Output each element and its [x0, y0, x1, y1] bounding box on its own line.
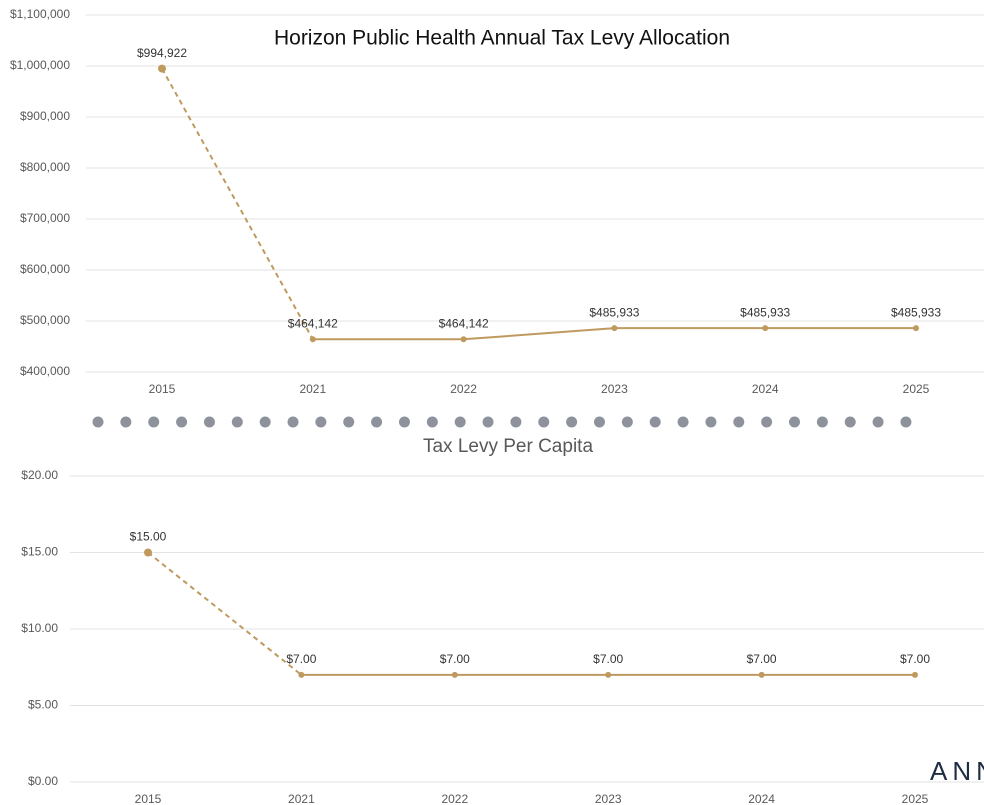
data-label: $7.00 [286, 652, 316, 666]
separator-dot [733, 416, 745, 428]
separator-dot [315, 416, 327, 428]
separator [92, 416, 912, 428]
chart-title: Tax Levy Per Capita [423, 436, 593, 457]
chart-title: Horizon Public Health Annual Tax Levy Al… [274, 27, 730, 50]
separator-dot [789, 416, 800, 428]
separator-dot [761, 416, 773, 428]
separator-dot [148, 416, 160, 428]
x-tick-label: 2022 [441, 792, 468, 805]
data-point [309, 336, 316, 343]
separator-dot [203, 416, 215, 428]
data-point [605, 671, 612, 678]
data-label: $994,922 [137, 46, 187, 60]
separator-dot [677, 416, 689, 428]
separator-dot [593, 416, 605, 428]
data-label: $464,142 [439, 316, 489, 330]
data-point [913, 325, 919, 332]
separator-dot [259, 416, 271, 428]
data-label: $7.00 [440, 652, 470, 666]
data-label: $15.00 [130, 530, 167, 544]
y-tick-label: $900,000 [20, 109, 70, 123]
separator-dot [398, 416, 410, 428]
y-tick-label: $400,000 [20, 364, 70, 378]
x-tick-label: 2022 [450, 382, 477, 396]
x-tick-label: 2021 [288, 792, 315, 805]
y-tick-label: $600,000 [20, 262, 70, 276]
separator-dot [454, 416, 466, 428]
data-label: $7.00 [900, 652, 930, 666]
x-tick-label: 2023 [595, 792, 622, 805]
data-point [912, 671, 918, 678]
separator-dot [566, 416, 578, 428]
data-label: $7.00 [593, 652, 623, 666]
x-tick-label: 2025 [903, 382, 930, 396]
separator-dot [176, 416, 188, 428]
y-tick-label: $1,100,000 [10, 7, 70, 21]
separator-dot [900, 416, 912, 428]
y-tick-label: $10.00 [21, 621, 58, 635]
separator-dot [343, 416, 355, 428]
separator-dot [816, 416, 828, 428]
logo-text: ANN [930, 756, 984, 786]
data-point [758, 671, 765, 678]
line-segment [463, 327, 615, 341]
separator-dot [705, 416, 717, 428]
data-label: $485,933 [891, 305, 941, 319]
separator-dot [621, 416, 633, 428]
line-segment [161, 68, 314, 340]
separator-dot [510, 416, 522, 428]
y-tick-label: $800,000 [20, 160, 70, 174]
data-point [298, 671, 305, 678]
data-point [611, 325, 618, 332]
separator-dot [287, 416, 299, 428]
data-label: $464,142 [288, 316, 338, 330]
x-tick-label: 2021 [299, 382, 326, 396]
y-tick-label: $700,000 [20, 211, 70, 225]
y-tick-label: $500,000 [20, 313, 70, 327]
separator-dot [92, 416, 104, 428]
data-label: $485,933 [740, 305, 790, 319]
y-tick-label: $5.00 [28, 698, 58, 712]
data-label: $7.00 [747, 652, 777, 666]
line-segment [147, 551, 303, 676]
x-tick-label: 2023 [601, 382, 628, 396]
x-tick-label: 2025 [902, 792, 929, 805]
data-point [762, 325, 769, 332]
separator-dot [538, 416, 550, 428]
separator-dot [482, 416, 494, 428]
data-label: $485,933 [589, 305, 639, 319]
separator-dot [649, 416, 661, 428]
separator-dot [426, 416, 438, 428]
y-tick-label: $1,000,000 [10, 58, 70, 72]
separator-dot [231, 416, 243, 428]
separator-dot [844, 416, 856, 428]
separator-dot [371, 416, 383, 428]
separator-dot [872, 416, 884, 428]
y-tick-label: $15.00 [21, 545, 58, 559]
data-point [158, 64, 166, 73]
x-tick-label: 2024 [752, 382, 779, 396]
y-tick-label: $20.00 [21, 468, 58, 482]
data-point [144, 548, 152, 557]
data-point [460, 336, 467, 343]
separator-dot [120, 416, 132, 428]
data-point [451, 671, 458, 678]
x-tick-label: 2024 [748, 792, 775, 805]
x-tick-label: 2015 [135, 792, 162, 805]
x-tick-label: 2015 [149, 382, 176, 396]
y-tick-label: $0.00 [28, 774, 58, 788]
